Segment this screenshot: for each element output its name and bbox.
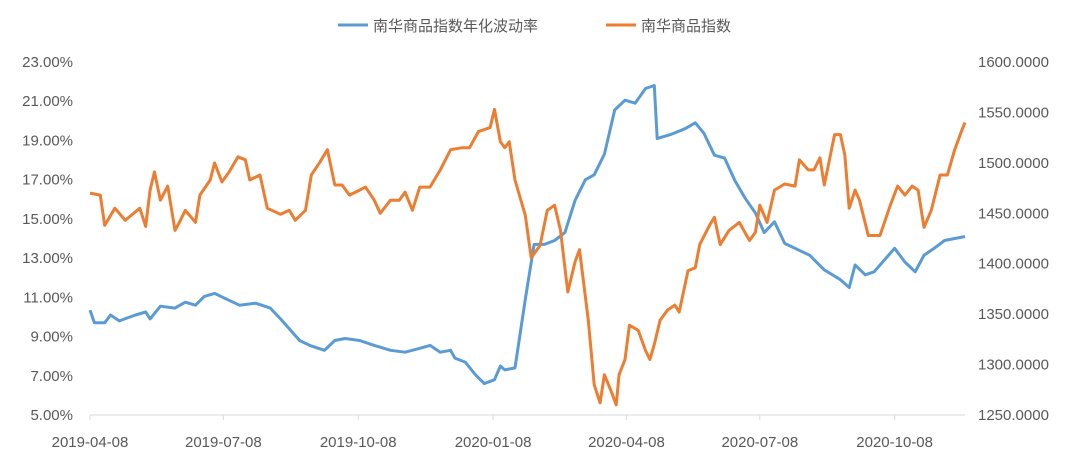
left-tick-label: 21.00% [22,93,73,110]
right-tick-label: 1500.0000 [978,155,1049,172]
x-axis: 2019-04-08 2019-07-08 2019-10-08 2020-01-08… [52,415,933,451]
series-group [88,84,967,407]
x-tick-label: 2019-07-08 [185,434,262,451]
left-tick-label: 15.00% [22,211,73,228]
legend-label-volatility: 南华商品指数年化波动率 [373,18,538,35]
right-tick-label: 1350.0000 [978,306,1049,323]
left-tick-label: 7.00% [30,368,73,385]
x-tick-label: 2019-10-08 [320,434,397,451]
left-tick-label: 23.00% [22,54,73,71]
x-tick-label: 2020-04-08 [588,434,665,451]
x-tick-label: 2019-04-08 [52,434,129,451]
series-line-index [89,107,967,407]
x-tick-label: 2020-01-08 [455,434,532,451]
left-tick-label: 19.00% [22,132,73,149]
right-tick-label: 1250.0000 [978,407,1049,424]
x-tick-label: 2020-07-08 [721,434,798,451]
right-tick-label: 1600.0000 [978,54,1049,71]
right-tick-label: 1550.0000 [978,104,1049,121]
right-tick-label: 1400.0000 [978,256,1049,273]
x-tick-label: 2020-10-08 [856,434,933,451]
right-tick-label: 1300.0000 [978,357,1049,374]
legend: 南华商品指数年化波动率 南华商品指数 [338,18,731,35]
left-tick-label: 17.00% [22,172,73,189]
left-tick-label: 11.00% [23,289,73,306]
left-tick-label: 13.00% [22,250,73,267]
left-axis: 5.00% 7.00% 9.00% 11.00% 13.00% 15.00% 17.00% 1… [22,54,73,424]
left-tick-label: 9.00% [30,329,73,346]
right-axis: 1250.0000 1300.0000 1350.0000 1400.0000 1450… [978,54,1049,424]
legend-label-index: 南华商品指数 [641,18,731,35]
right-tick-label: 1450.0000 [978,205,1049,222]
series-line-volatility [88,84,966,386]
left-tick-label: 5.00% [30,407,73,424]
